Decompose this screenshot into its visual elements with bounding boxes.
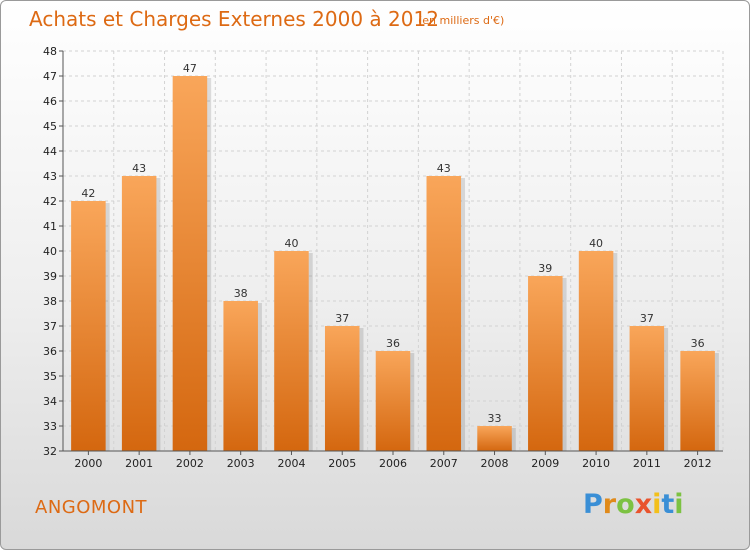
place-name: ANGOMONT: [35, 497, 148, 518]
bar-2006: [375, 351, 411, 451]
x-tick-label-2010: 2010: [582, 457, 610, 470]
x-tick-label-2001: 2001: [125, 457, 153, 470]
labels-layer: 32 33 34 35 36 37 38 39 40 41 42 43 44 45 46 47 48 42 2000…: [43, 45, 712, 470]
y-tick-label: 32: [43, 445, 57, 458]
value-label-2004: 40: [284, 237, 298, 250]
brand-letter: x: [634, 489, 653, 520]
value-label-2011: 37: [640, 312, 654, 325]
value-label-2006: 36: [386, 337, 400, 350]
chart-title: Achats et Charges Externes 2000 à 2012: [29, 7, 439, 31]
x-tick-label-2009: 2009: [531, 457, 559, 470]
x-tick-label-2003: 2003: [227, 457, 255, 470]
x-tick-label-2011: 2011: [633, 457, 661, 470]
chart-subtitle: (en milliers d'€): [418, 14, 505, 27]
value-label-2007: 43: [437, 162, 451, 175]
bar-2011: [629, 326, 665, 451]
brand-letter: i: [674, 489, 684, 520]
y-tick-label: 34: [43, 395, 57, 408]
y-tick-label: 36: [43, 345, 57, 358]
brand-logo: Proxiti: [583, 489, 684, 520]
y-tick-label: 37: [43, 320, 57, 333]
brand-letter: P: [583, 489, 603, 520]
bar-2003: [223, 301, 258, 451]
x-tick-label-2008: 2008: [481, 457, 509, 470]
y-tick-label: 46: [43, 95, 57, 108]
y-tick-label: 33: [43, 420, 57, 433]
brand-letter: r: [602, 489, 617, 520]
y-tick-label: 38: [43, 295, 57, 308]
value-label-2000: 42: [81, 187, 95, 200]
y-tick-label: 42: [43, 195, 57, 208]
x-tick-label-2012: 2012: [684, 457, 712, 470]
bar-2010: [578, 251, 614, 451]
y-tick-label: 45: [43, 120, 57, 133]
y-tick-label: 35: [43, 370, 57, 383]
y-tick-label: 39: [43, 270, 57, 283]
value-label-2009: 39: [538, 262, 552, 275]
brand-letter: t: [661, 489, 675, 520]
y-tick-label: 41: [43, 220, 57, 233]
y-tick-label: 48: [43, 45, 57, 58]
brand-letter: i: [652, 489, 662, 520]
bar-2000: [71, 201, 106, 451]
x-tick-label-2005: 2005: [328, 457, 356, 470]
bar-2002: [172, 76, 208, 451]
x-tick-label-2004: 2004: [277, 457, 305, 470]
bar-2012: [680, 351, 715, 451]
y-tick-label: 47: [43, 70, 57, 83]
bars-layer: [71, 76, 719, 451]
value-label-2002: 47: [183, 62, 197, 75]
x-tick-label-2006: 2006: [379, 457, 407, 470]
bar-2007: [426, 176, 462, 451]
bar-2009: [528, 276, 563, 451]
value-label-2005: 37: [335, 312, 349, 325]
bar-2001: [121, 176, 157, 451]
bar-2005: [324, 326, 360, 451]
x-tick-label-2000: 2000: [74, 457, 102, 470]
value-label-2010: 40: [589, 237, 603, 250]
value-label-2012: 36: [691, 337, 705, 350]
axes-layer: [59, 50, 723, 455]
y-tick-label: 40: [43, 245, 57, 258]
value-label-2003: 38: [234, 287, 248, 300]
x-tick-label-2007: 2007: [430, 457, 458, 470]
x-tick-label-2002: 2002: [176, 457, 204, 470]
value-label-2008: 33: [488, 412, 502, 425]
bar-2008: [477, 426, 512, 451]
bar-2004: [274, 251, 309, 451]
value-label-2001: 43: [132, 162, 146, 175]
y-tick-label: 43: [43, 170, 57, 183]
brand-letter: o: [616, 489, 635, 520]
y-tick-label: 44: [43, 145, 57, 158]
